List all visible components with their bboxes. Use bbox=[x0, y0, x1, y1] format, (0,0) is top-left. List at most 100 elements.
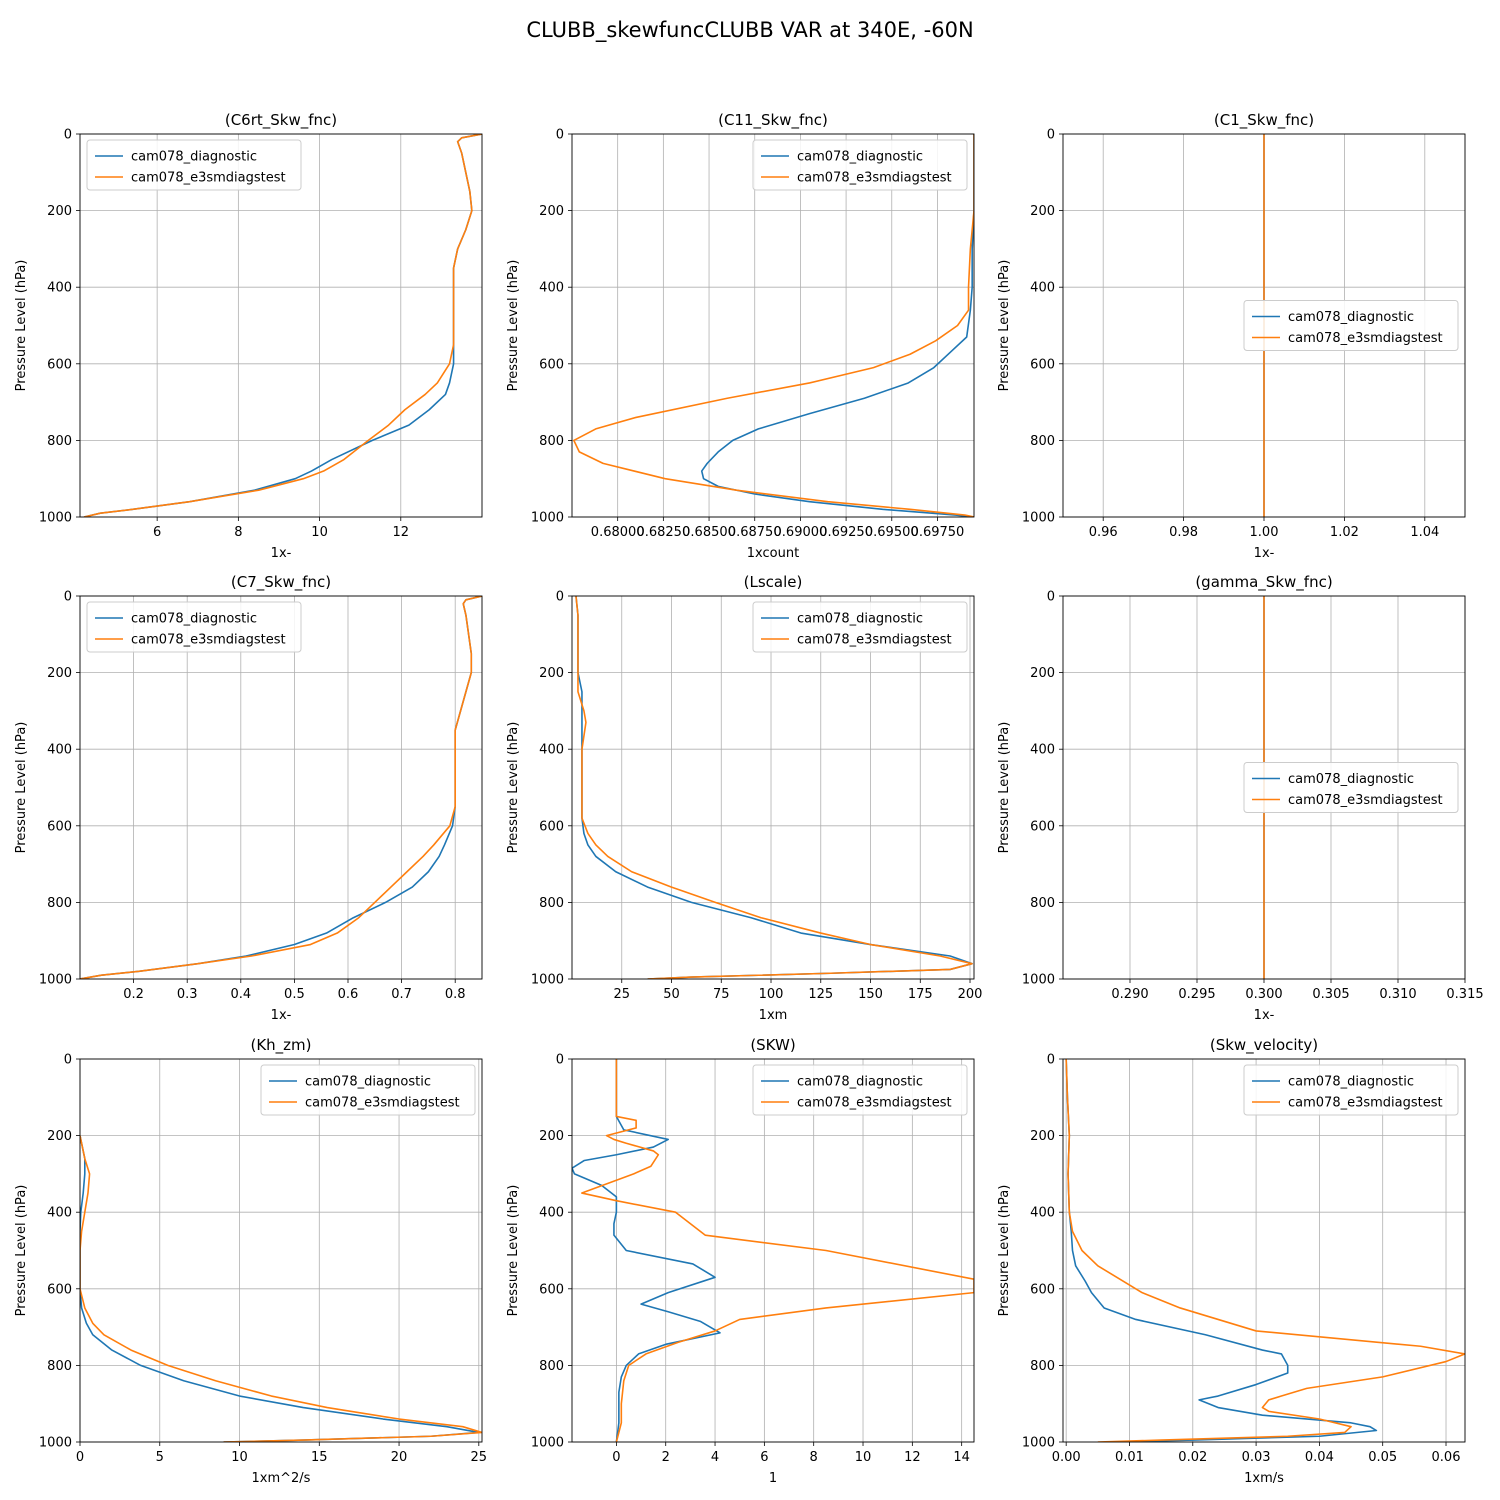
y-axis-label: Pressure Level (hPa) bbox=[997, 722, 1012, 854]
y-axis-label: Pressure Level (hPa) bbox=[14, 722, 29, 854]
x-tick-label: 12 bbox=[904, 1450, 921, 1465]
legend-entry: cam078_diagnostic bbox=[1288, 1075, 1414, 1090]
legend-box bbox=[1243, 1064, 1459, 1116]
x-tick-label: 150 bbox=[858, 987, 883, 1002]
x-tick-label: 0.03 bbox=[1242, 1450, 1271, 1465]
legend-entry: cam078_e3smdiagstest bbox=[1288, 331, 1443, 346]
x-tick-label: 5 bbox=[156, 1450, 164, 1465]
x-tick-label: 25 bbox=[613, 987, 630, 1002]
y-tick-label: 800 bbox=[47, 1359, 72, 1374]
y-tick-label: 800 bbox=[47, 896, 72, 911]
y-tick-label: 1000 bbox=[1022, 973, 1055, 988]
subplot-title: (SKW) bbox=[750, 1036, 795, 1054]
subplot-title: (Skw_velocity) bbox=[1210, 1036, 1318, 1055]
legend-entry: cam078_diagnostic bbox=[797, 150, 923, 165]
legend-box bbox=[752, 1064, 968, 1116]
x-tick-label: 0.98 bbox=[1169, 525, 1198, 540]
y-tick-label: 600 bbox=[47, 1282, 72, 1297]
series-line-cam078_diagnostic bbox=[83, 134, 482, 517]
x-tick-label: 0.69000 bbox=[774, 525, 828, 540]
series-line-cam078_e3smdiagstest bbox=[80, 1135, 482, 1442]
subplot-1: (C6rt_Skw_fnc) 6 8 10 12 0 200 400 600 800 1000 1x-… bbox=[14, 111, 483, 561]
subplot-7: (Kh_zm) 0 5 10 15 20 25 0 200 400 600 800 1000 1xm^2/… bbox=[14, 1036, 487, 1486]
legend-box bbox=[752, 139, 968, 191]
legend-entry: cam078_diagnostic bbox=[305, 1075, 431, 1090]
x-axis-label: 1xcount bbox=[747, 546, 799, 561]
y-tick-label: 1000 bbox=[39, 511, 72, 526]
x-tick-label: 8 bbox=[810, 1450, 818, 1465]
subplot-grid: (C6rt_Skw_fnc)6 8 10 12020040060080010001x-… bbox=[14, 111, 1484, 1486]
y-tick-label: 600 bbox=[539, 1282, 564, 1297]
series-line-cam078_diagnostic bbox=[80, 1135, 480, 1442]
y-tick-label: 400 bbox=[47, 1206, 72, 1221]
legend-entry: cam078_e3smdiagstest bbox=[1288, 1096, 1443, 1111]
y-tick-label: 400 bbox=[47, 281, 72, 296]
series-line-cam078_e3smdiagstest bbox=[581, 1059, 974, 1442]
series-line-cam078_diagnostic bbox=[700, 134, 974, 517]
y-axis-label: Pressure Level (hPa) bbox=[997, 1185, 1012, 1317]
y-tick-label: 1000 bbox=[1022, 511, 1055, 526]
legend-entry: cam078_e3smdiagstest bbox=[1288, 793, 1443, 808]
x-tick-label: 0.68750 bbox=[728, 525, 782, 540]
y-tick-label: 600 bbox=[47, 357, 72, 372]
x-tick-label: 50 bbox=[663, 987, 680, 1002]
y-tick-label: 400 bbox=[539, 281, 564, 296]
axes-frame bbox=[571, 1058, 975, 1443]
axes-frame bbox=[79, 1058, 483, 1443]
y-tick-label: 800 bbox=[539, 1359, 564, 1374]
subplot-title: (C11_Skw_fnc) bbox=[718, 111, 828, 130]
axes-frame bbox=[1062, 595, 1466, 980]
legend-box bbox=[86, 139, 302, 191]
y-tick-label: 600 bbox=[1030, 1282, 1055, 1297]
x-tick-label: 8 bbox=[234, 525, 242, 540]
axes-frame bbox=[1062, 1058, 1466, 1443]
x-tick-label: 0.06 bbox=[1432, 1450, 1461, 1465]
y-tick-label: 200 bbox=[539, 1129, 564, 1144]
series-line-cam078_e3smdiagstest bbox=[573, 134, 974, 517]
subplot-title: (Lscale) bbox=[744, 573, 803, 591]
x-tick-label: 0.310 bbox=[1379, 987, 1416, 1002]
x-tick-label: 0.5 bbox=[284, 987, 305, 1002]
x-tick-label: 10 bbox=[311, 525, 328, 540]
y-tick-label: 0 bbox=[1047, 1053, 1055, 1068]
series-line-cam078_e3smdiagstest bbox=[80, 596, 482, 979]
x-axis-label: 1xm/s bbox=[1244, 1471, 1284, 1486]
axes-frame bbox=[79, 595, 483, 980]
y-tick-label: 400 bbox=[47, 743, 72, 758]
x-tick-label: 0.2 bbox=[123, 987, 144, 1002]
series-line-cam078_e3smdiagstest bbox=[1065, 1059, 1465, 1442]
legend: cam078_diagnostic cam078_e3smdiagstest bbox=[1243, 1064, 1459, 1116]
legend-entry: cam078_e3smdiagstest bbox=[797, 171, 952, 186]
y-axis-label: Pressure Level (hPa) bbox=[506, 722, 521, 854]
x-tick-label: 0.69750 bbox=[911, 525, 965, 540]
legend-entry: cam078_e3smdiagstest bbox=[305, 1096, 460, 1111]
legend: cam078_diagnostic cam078_e3smdiagstest bbox=[260, 1064, 476, 1116]
y-tick-label: 400 bbox=[1030, 1206, 1055, 1221]
y-tick-label: 200 bbox=[47, 1129, 72, 1144]
subplot-8: (SKW) 0 2 4 6 8 10 12 14 0 200 400 600 800 1000 1 Pressu… bbox=[506, 1036, 975, 1486]
y-tick-label: 1000 bbox=[531, 511, 564, 526]
y-axis-label: Pressure Level (hPa) bbox=[506, 260, 521, 392]
y-tick-label: 600 bbox=[1030, 357, 1055, 372]
y-tick-label: 1000 bbox=[39, 973, 72, 988]
x-tick-label: 2 bbox=[662, 1450, 670, 1465]
legend: cam078_diagnostic cam078_e3smdiagstest bbox=[1243, 762, 1459, 813]
y-tick-label: 600 bbox=[47, 819, 72, 834]
x-tick-label: 175 bbox=[908, 987, 933, 1002]
y-tick-label: 1000 bbox=[531, 973, 564, 988]
subplot-title: (C7_Skw_fnc) bbox=[231, 573, 331, 592]
legend-entry: cam078_e3smdiagstest bbox=[797, 1096, 952, 1111]
axes-frame bbox=[1062, 133, 1466, 518]
subplot-6: (gamma_Skw_fnc) 0.290 0.295 0.300 0.305 0.310… bbox=[997, 573, 1484, 1023]
x-tick-label: 0.00 bbox=[1052, 1450, 1081, 1465]
x-axis-label: 1x- bbox=[271, 1008, 292, 1023]
subplot-9: (Skw_velocity) 0.00 0.01 0.02 0.03 0.04 0.05 0.… bbox=[997, 1036, 1466, 1486]
y-tick-label: 0 bbox=[1047, 128, 1055, 143]
y-tick-label: 0 bbox=[556, 590, 564, 605]
y-tick-label: 0 bbox=[64, 128, 72, 143]
y-axis-label: Pressure Level (hPa) bbox=[14, 1185, 29, 1317]
y-tick-label: 200 bbox=[1030, 204, 1055, 219]
y-tick-label: 200 bbox=[47, 204, 72, 219]
legend-box bbox=[1243, 762, 1459, 813]
